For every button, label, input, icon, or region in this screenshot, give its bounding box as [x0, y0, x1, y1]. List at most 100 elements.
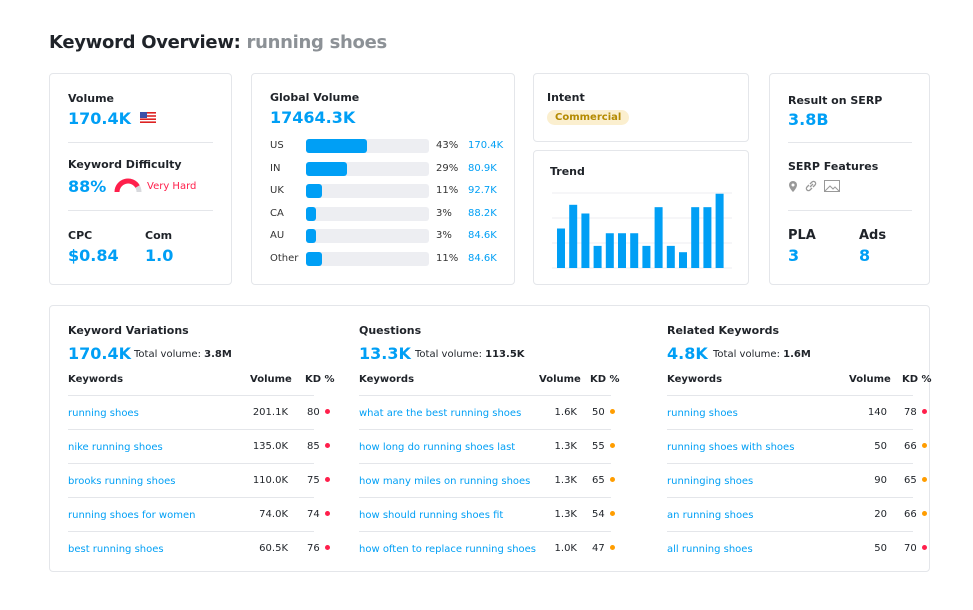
section-count: 13.3K	[359, 344, 411, 363]
table-row: running shoes 140 78	[667, 395, 927, 429]
global-volume-value: 17464.3K	[270, 108, 356, 127]
com-value: 1.0	[145, 246, 174, 265]
cpc-label: CPC	[68, 229, 93, 242]
intent-card: Intent Commercial	[533, 73, 749, 142]
map-pin-icon	[789, 181, 797, 192]
keyword-link[interactable]: runninging shoes	[667, 476, 754, 487]
kd-dot-icon	[324, 511, 330, 516]
keyword-volume: 1.3K	[554, 475, 577, 486]
total-volume: Total volume: 1.6M	[713, 349, 811, 360]
kd-dot-icon	[921, 511, 927, 516]
trend-bar	[630, 233, 639, 268]
keyword-volume: 1.3K	[554, 509, 577, 520]
country-code: IN	[270, 162, 281, 174]
keyword-link[interactable]: an running shoes	[667, 510, 754, 521]
keyword-link[interactable]: what are the best running shoes	[359, 408, 522, 419]
pla-value: 3	[788, 246, 800, 265]
trend-chart	[552, 192, 732, 269]
country-code: Other	[270, 253, 299, 264]
keyword-kd: 78	[904, 407, 927, 418]
col-kd: KD %	[305, 374, 335, 385]
keyword-kd: 55	[592, 441, 615, 452]
country-volume: 170.4K	[468, 140, 504, 151]
table-row: brooks running shoes 110.0K 75	[68, 463, 330, 497]
table-row: running shoes 201.1K 80	[68, 395, 330, 429]
keyword-link[interactable]: nike running shoes	[68, 442, 163, 453]
trend-label: Trend	[550, 165, 585, 178]
image-icon	[824, 180, 840, 192]
table-row: all running shoes 50 70	[667, 531, 927, 565]
keyword-volume: 60.5K	[259, 543, 288, 554]
table-row: running shoes for women 74.0K 74	[68, 497, 330, 531]
keyword-volume: 20	[874, 509, 887, 520]
keyword-link[interactable]: all running shoes	[667, 544, 753, 555]
global-volume-row: Other 11% 84.6K	[270, 252, 510, 266]
keyword-link[interactable]: how should running shoes fit	[359, 510, 504, 521]
table-row: nike running shoes 135.0K 85	[68, 429, 330, 463]
keyword-volume: 201.1K	[252, 407, 288, 418]
table-row: how long do running shoes last 1.3K 55	[359, 429, 615, 463]
col-volume: Volume	[539, 374, 581, 385]
table-row: how often to replace running shoes 1.0K …	[359, 531, 615, 565]
global-volume-card: Global Volume 17464.3K US 43% 170.4K IN 29% 8…	[251, 73, 515, 285]
kd-dot-icon	[921, 477, 927, 482]
keyword-volume: 50	[874, 441, 887, 452]
section-count: 170.4K	[68, 344, 132, 363]
section-title: Questions	[359, 324, 422, 337]
keyword-link[interactable]: running shoes	[68, 408, 139, 419]
trend-bar	[703, 207, 712, 268]
table-row: what are the best running shoes 1.6K 50	[359, 395, 615, 429]
cpc-value: $0.84	[68, 246, 119, 265]
kd-dot-icon	[921, 443, 927, 448]
kd-label: Keyword Difficulty	[68, 158, 182, 171]
col-volume: Volume	[849, 374, 891, 385]
keyword-volume: 90	[874, 475, 887, 486]
keyword-link[interactable]: how many miles on running shoes	[359, 476, 531, 487]
volume-bar-fill	[306, 139, 367, 153]
table-row: an running shoes 20 66	[667, 497, 927, 531]
country-volume: 84.6K	[468, 253, 497, 264]
col-keywords: Keywords	[359, 374, 415, 385]
country-code: US	[270, 140, 284, 151]
country-percent: 3%	[436, 230, 452, 242]
keyword-volume: 1.0K	[554, 543, 577, 554]
keyword-link[interactable]: running shoes for women	[68, 510, 196, 521]
global-volume-label: Global Volume	[270, 91, 360, 104]
volume-bar-track	[306, 206, 429, 221]
us-flag-icon	[139, 112, 156, 123]
kd-dot-icon	[921, 409, 927, 414]
keyword-link[interactable]: how often to replace running shoes	[359, 544, 537, 555]
volume-bar-track	[306, 252, 429, 266]
volume-bar-track	[306, 184, 429, 199]
kd-dot-icon	[921, 545, 927, 550]
keyword-kd: 50	[592, 407, 615, 418]
table-row: how should running shoes fit 1.3K 54	[359, 497, 615, 531]
trend-bar	[715, 193, 724, 268]
kd-dot-icon	[609, 545, 615, 550]
kd-dot-icon	[324, 409, 330, 414]
trend-bar	[666, 245, 675, 268]
keyword-kd: 85	[307, 441, 330, 452]
col-kd: KD %	[902, 374, 932, 385]
ads-value: 8	[859, 246, 871, 265]
keyword-link[interactable]: brooks running shoes	[68, 476, 176, 487]
keyword-link[interactable]: running shoes	[667, 408, 738, 419]
serp-card: Result on SERP 3.8B SERP Features PLA 3 …	[769, 73, 930, 285]
trend-bar	[679, 252, 687, 268]
volume-card: Volume 170.4K Keyword Difficulty 88% Ver…	[49, 73, 232, 285]
keyword-kd: 76	[307, 543, 330, 554]
kd-gauge-icon	[114, 178, 142, 193]
link-icon	[805, 180, 817, 192]
volume-bar-fill	[306, 252, 322, 266]
global-volume-row: CA 3% 88.2K	[270, 206, 510, 221]
volume-bar-track	[306, 229, 429, 244]
keyword-link[interactable]: running shoes with shoes	[667, 442, 795, 453]
keyword-link[interactable]: how long do running shoes last	[359, 442, 516, 453]
serp-result-value: 3.8B	[788, 110, 829, 129]
keyword-volume: 50	[874, 543, 887, 554]
country-volume: 88.2K	[468, 207, 497, 219]
keyword-link[interactable]: best running shoes	[68, 544, 164, 555]
table-row: best running shoes 60.5K 76	[68, 531, 330, 565]
keyword-kd: 80	[307, 407, 330, 418]
kd-rating: Very Hard	[147, 181, 197, 192]
